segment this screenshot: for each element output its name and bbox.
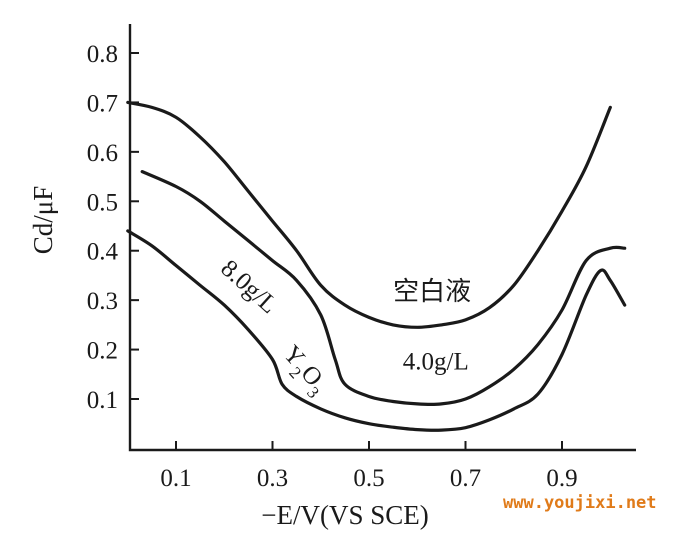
series-lines (126, 100, 627, 432)
y-axis-ticks: 0.1 0.2 0.3 0.4 0.5 0.6 0.7 0.8 (87, 41, 139, 414)
x-axis-title: −E/V(VS SCE) (261, 500, 428, 530)
y-tick-label: 0.7 (87, 90, 118, 117)
annotation-text: 8.0g/L (215, 255, 282, 319)
annotation-text: 4.0g/L (403, 348, 469, 375)
y-tick-label: 0.3 (87, 288, 118, 315)
x-tick-label: 0.7 (450, 465, 481, 492)
plot-area: 0.1 0.2 0.3 0.4 0.5 0.6 0.7 0.8 0.1 0.3 0.5 0.7 0.9… (87, 24, 636, 492)
y-tick-label: 0.2 (87, 338, 118, 365)
series-8g-curve (126, 229, 627, 432)
x-tick-label: 0.5 (353, 465, 384, 492)
axis-frame (128, 24, 636, 452)
y-tick-label: 0.6 (87, 140, 118, 167)
series-4g-curve (140, 170, 627, 407)
annotation-label: 4.0g/L (403, 348, 469, 375)
y-tick-label: 0.5 (87, 189, 118, 216)
x-tick-label: 0.3 (257, 465, 288, 492)
x-tick-label: 0.9 (546, 465, 577, 492)
watermark-text: www.youjixi.net (503, 493, 657, 513)
x-axis-ticks: 0.1 0.3 0.5 0.7 0.9 (160, 441, 578, 492)
annotation-text: 空白液 (393, 277, 471, 307)
annotation-label: 空白液 (393, 277, 471, 307)
x-tick-label: 0.1 (160, 465, 191, 492)
y-tick-label: 0.8 (87, 41, 118, 68)
y-axis-title: Cd/μF (28, 186, 58, 255)
y-tick-label: 0.4 (87, 239, 119, 266)
y-tick-label: 0.1 (87, 387, 118, 414)
annotation-label: 8.0g/L (215, 255, 282, 319)
blank-solution-curve (126, 100, 612, 329)
annotation-label: Y2O3 (273, 340, 333, 402)
